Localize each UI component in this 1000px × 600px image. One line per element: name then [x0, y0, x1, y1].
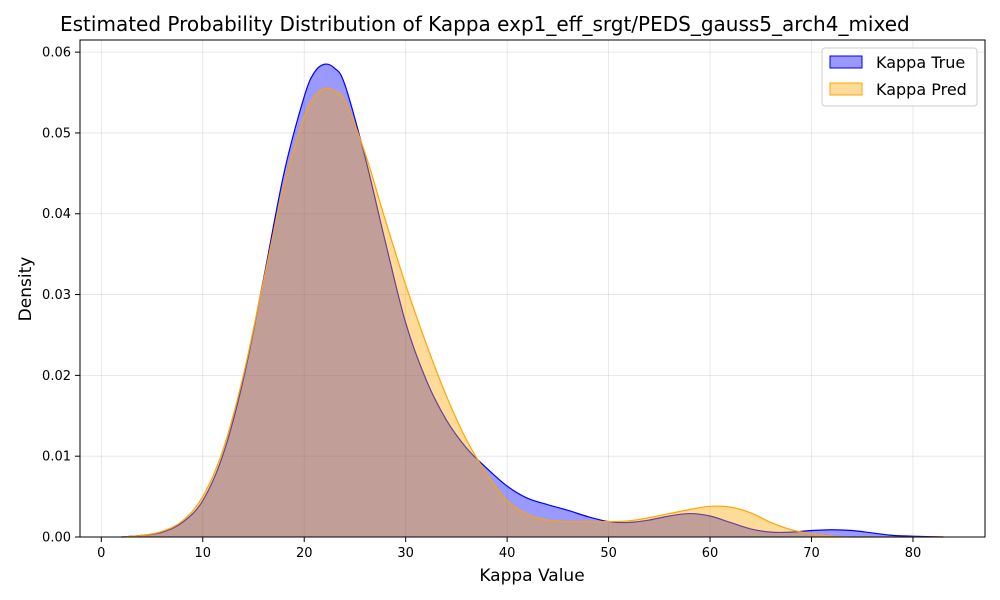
legend-swatch-kappa-true: [829, 55, 863, 69]
x-tick-label: 0: [97, 546, 105, 561]
y-axis-label: Density: [16, 257, 36, 322]
y-axis-ticks: 0.00 0.01 0.02 0.03 0.04 0.05 0.06: [42, 46, 80, 546]
x-tick-label: 20: [296, 546, 313, 561]
legend-swatch-kappa-pred: [829, 82, 863, 96]
y-tick-label: 0.04: [42, 207, 71, 222]
area-kappa-true: [121, 64, 944, 538]
x-tick-label: 30: [397, 546, 414, 561]
line-kappa-pred: [121, 87, 944, 538]
series-layer: [121, 63, 944, 538]
x-tick-label: 80: [905, 546, 922, 561]
y-tick-label: 0.06: [42, 46, 71, 61]
chart-title: Estimated Probability Distribution of Ka…: [60, 12, 910, 36]
y-tick-label: 0.02: [42, 369, 71, 384]
y-tick-label: 0.03: [42, 288, 71, 303]
area-kappa-pred: [121, 88, 944, 537]
x-tick-label: 10: [194, 546, 211, 561]
plot-frame: [79, 39, 986, 538]
x-axis-ticks: 0 10 20 30 40 50 60 70 80: [97, 537, 921, 561]
x-tick-label: 40: [499, 546, 516, 561]
y-tick-label: 0.05: [42, 126, 71, 141]
x-tick-label: 70: [803, 546, 820, 561]
x-tick-label: 50: [600, 546, 617, 561]
axes: [79, 39, 986, 538]
x-tick-label: 60: [702, 546, 719, 561]
grid: [80, 40, 985, 538]
legend-label-kappa-true: Kappa True: [876, 53, 965, 72]
x-axis-label: Kappa Value: [479, 566, 584, 586]
legend-label-kappa-pred: Kappa Pred: [876, 80, 967, 99]
y-tick-label: 0.01: [42, 450, 71, 465]
y-tick-label: 0.00: [42, 531, 71, 546]
legend: Kappa True Kappa Pred: [821, 47, 978, 107]
legend-box: [821, 47, 978, 107]
